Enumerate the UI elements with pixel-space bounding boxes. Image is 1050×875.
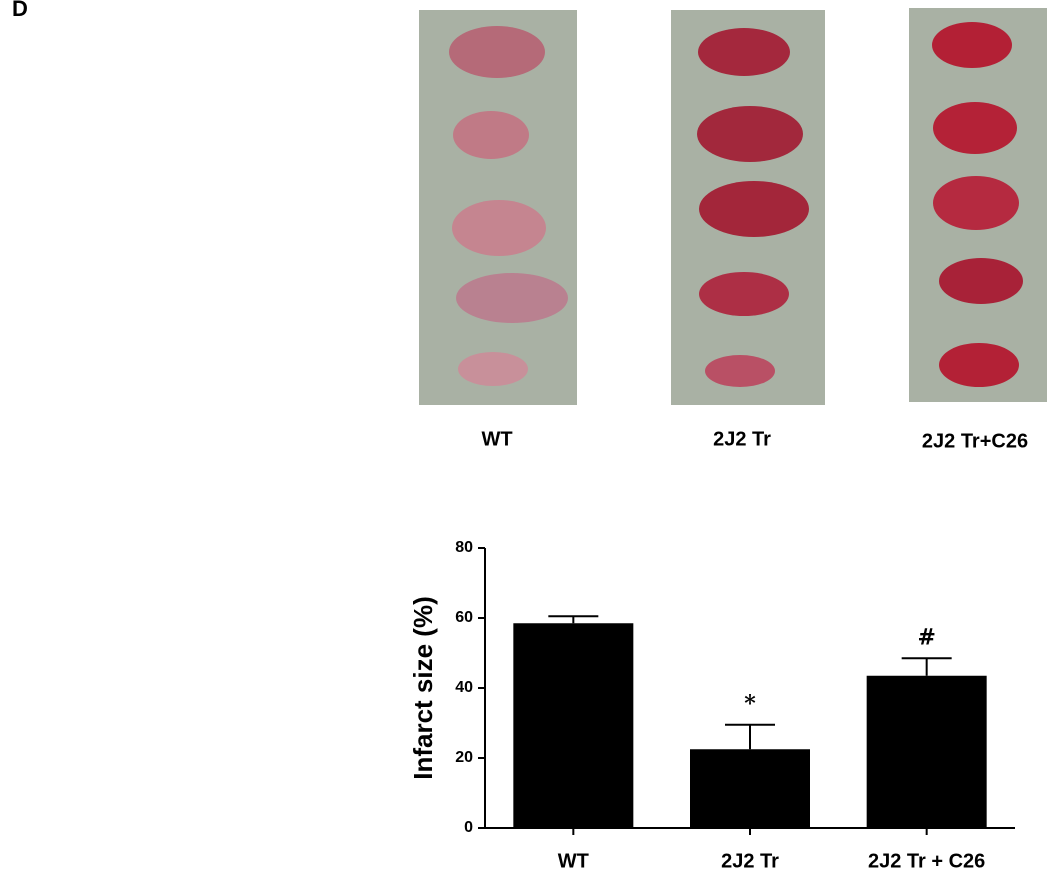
slice <box>698 28 790 76</box>
x-tick-label: 2J2 Tr <box>721 850 779 872</box>
x-tick-label: WT <box>558 850 589 872</box>
slice <box>933 176 1019 230</box>
photo-label: 2J2 Tr <box>713 428 771 450</box>
slice <box>705 355 775 387</box>
y-axis-label: Infarct size (%) <box>408 596 438 780</box>
y-tick-label: 0 <box>464 819 473 836</box>
x-tick-label: 2J2 Tr + C26 <box>868 850 985 872</box>
y-tick-label: 20 <box>455 749 473 766</box>
slice <box>939 258 1023 304</box>
photo-label: 2J2 Tr+C26 <box>922 430 1028 452</box>
slice <box>456 273 568 323</box>
slice <box>933 102 1017 154</box>
y-tick-label: 40 <box>455 679 473 696</box>
y-tick-label: 80 <box>455 539 473 556</box>
slice <box>449 26 545 78</box>
y-tick-label: 60 <box>455 609 473 626</box>
significance-mark: * <box>744 691 756 717</box>
panel-label: D <box>12 0 28 21</box>
bar <box>513 623 634 828</box>
photo-label: WT <box>481 428 512 450</box>
slice <box>699 181 809 237</box>
bar <box>866 675 987 828</box>
slice <box>939 343 1019 387</box>
slice <box>458 352 528 386</box>
slice <box>453 111 529 159</box>
bar <box>690 749 810 828</box>
slice <box>932 22 1012 68</box>
photo-panels <box>419 8 1047 405</box>
slice <box>697 106 803 162</box>
significance-mark: # <box>917 624 935 650</box>
slice <box>452 200 546 256</box>
slice <box>699 272 789 316</box>
